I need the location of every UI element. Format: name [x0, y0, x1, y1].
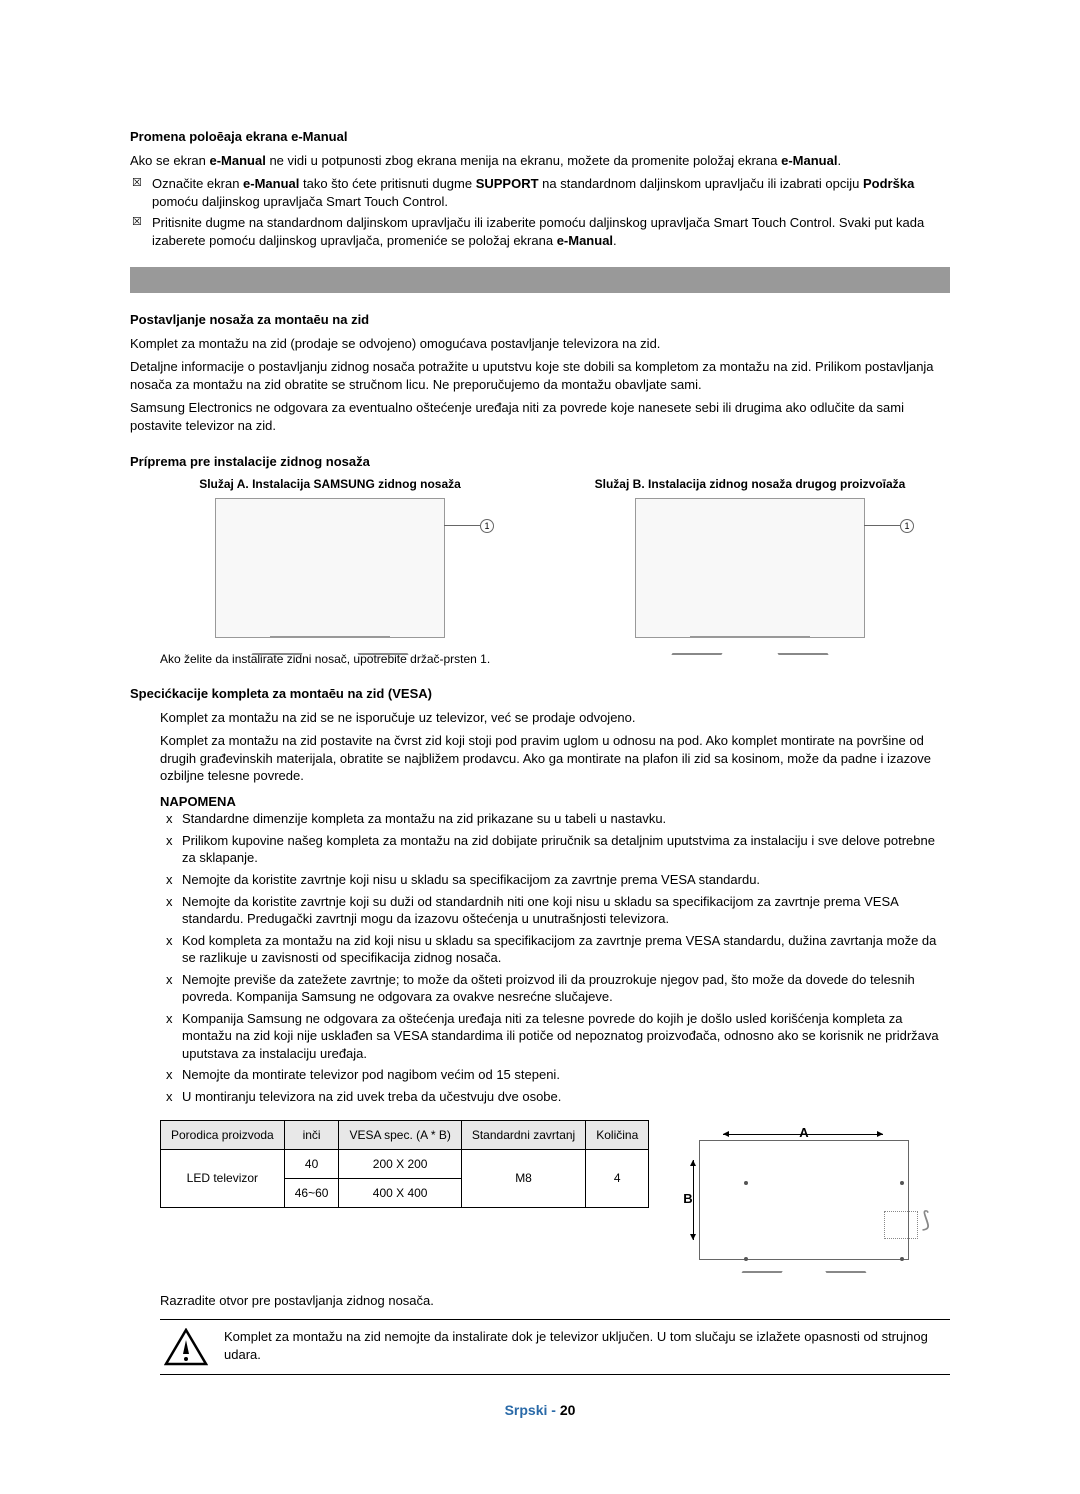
- table-row: LED televizor 40 200 X 200 M8 4: [161, 1149, 649, 1178]
- td: 46~60: [284, 1178, 339, 1207]
- th: Porodica proizvoda: [161, 1120, 285, 1149]
- t: e-Manual: [781, 153, 837, 168]
- sec2-p1: Komplet za montažu na zid (prodaje se od…: [130, 335, 950, 353]
- case-columns: Služaj A. Instalacija SAMSUNG zidnog nos…: [130, 476, 950, 643]
- vesa-diagram: A B ⟆: [679, 1120, 949, 1280]
- td: 40: [284, 1149, 339, 1178]
- screw-icon: ⟆: [922, 1205, 931, 1235]
- tv-diagram-a: 1: [215, 498, 445, 638]
- t: e-Manual: [210, 153, 266, 168]
- th: Standardni zavrtanj: [461, 1120, 585, 1149]
- th: inči: [284, 1120, 339, 1149]
- footer-page: 20: [560, 1402, 576, 1418]
- note-item: Standardne dimenzije kompleta za montažu…: [160, 810, 950, 828]
- case-b-label: Služaj B. Instalacija zidnog nosaža drug…: [550, 476, 950, 492]
- footer-sep: -: [547, 1402, 559, 1418]
- case-b-col: Služaj B. Instalacija zidnog nosaža drug…: [550, 476, 950, 643]
- note-item: Prilikom kupovine našeg kompleta za mont…: [160, 832, 950, 867]
- footer-lang: Srpski: [505, 1402, 548, 1418]
- section-divider-bar: [130, 267, 950, 293]
- note-item: Nemojte previše da zatežete zavrtnje; to…: [160, 971, 950, 1006]
- napomena-label: NAPOMENA: [160, 793, 950, 811]
- sec1-title: Promena poloēaja ekrana e-Manual: [130, 128, 950, 146]
- t: .: [613, 233, 617, 248]
- t: e-Manual: [243, 176, 299, 191]
- note-item: Kod kompleta za montažu na zid koji nisu…: [160, 932, 950, 967]
- t: tako što ćete pritisnuti dugme: [299, 176, 475, 191]
- sec2-p3: Samsung Electronics ne odgovara za event…: [130, 399, 950, 434]
- t: Ako se ekran: [130, 153, 210, 168]
- sec1-list: Označite ekran e-Manual tako što ćete pr…: [130, 175, 950, 249]
- td: 400 X 400: [339, 1178, 461, 1207]
- note-item: Kompanija Samsung ne odgovara za oštećen…: [160, 1010, 950, 1063]
- warning-text: Komplet za montažu na zid nemojte da ins…: [224, 1328, 946, 1363]
- sec1-p1: Ako se ekran e-Manual ne vidi u potpunos…: [130, 152, 950, 170]
- marker-a: 1: [480, 519, 494, 533]
- screw-callout-box: [884, 1211, 918, 1239]
- sec4-title: Specićkacije kompleta za montaēu na zid …: [130, 685, 950, 703]
- below-table-note: Razradite otvor pre postavljanja zidnog …: [160, 1292, 950, 1310]
- vesa-tv-outline: ⟆: [699, 1140, 909, 1260]
- th: VESA spec. (A * B): [339, 1120, 461, 1149]
- td-product: LED televizor: [161, 1149, 285, 1207]
- table-and-diagram: Porodica proizvoda inči VESA spec. (A * …: [160, 1110, 950, 1280]
- td-screw: M8: [461, 1149, 585, 1207]
- vesa-b-label: B: [683, 1190, 692, 1208]
- td-qty: 4: [586, 1149, 649, 1207]
- vesa-spec-table: Porodica proizvoda inči VESA spec. (A * …: [160, 1120, 649, 1209]
- sec4-p2: Komplet za montažu na zid postavite na č…: [160, 732, 950, 785]
- note-item: U montiranju televizora na zid uvek treb…: [160, 1088, 950, 1106]
- arrow-a: [723, 1134, 883, 1135]
- t: Označite ekran: [152, 176, 243, 191]
- sec1-b2: Pritisnite dugme na standardnom daljinsk…: [130, 214, 950, 249]
- t: pomoću daljinskog upravljača Smart Touch…: [152, 194, 448, 209]
- sec1-b1: Označite ekran e-Manual tako što ćete pr…: [130, 175, 950, 210]
- t: ne vidi u potpunosti zbog ekrana menija …: [266, 153, 781, 168]
- marker-b: 1: [900, 519, 914, 533]
- page-footer: Srpski - 20: [130, 1401, 950, 1420]
- note-item: Nemojte da koristite zavrtnje koji su du…: [160, 893, 950, 928]
- tv-diagram-b: 1: [635, 498, 865, 638]
- t: SUPPORT: [476, 176, 539, 191]
- case-a-col: Služaj A. Instalacija SAMSUNG zidnog nos…: [130, 476, 530, 643]
- t: e-Manual: [557, 233, 613, 248]
- t: Pritisnite dugme na standardnom daljinsk…: [152, 215, 924, 248]
- note-item: Nemojte da koristite zavrtnje koji nisu …: [160, 871, 950, 889]
- case-a-label: Služaj A. Instalacija SAMSUNG zidnog nos…: [130, 476, 530, 492]
- sec4-notes: Standardne dimenzije kompleta za montažu…: [160, 810, 950, 1105]
- sec3-title: Príprema pre instalacije zidnog nosaža: [130, 453, 950, 471]
- table-header-row: Porodica proizvoda inči VESA spec. (A * …: [161, 1120, 649, 1149]
- sec4-p1: Komplet za montažu na zid se ne isporuču…: [160, 709, 950, 727]
- sec2-p2: Detaljne informacije o postavljanju zidn…: [130, 358, 950, 393]
- vesa-a-label: A: [799, 1124, 808, 1142]
- td: 200 X 200: [339, 1149, 461, 1178]
- warning-icon: [164, 1328, 208, 1366]
- note-item: Nemojte da montirate televizor pod nagib…: [160, 1066, 950, 1084]
- sec2-title: Postavljanje nosaža za montaēu na zid: [130, 311, 950, 329]
- t: .: [837, 153, 841, 168]
- arrow-b: [693, 1160, 694, 1240]
- sec4-body: Komplet za montažu na zid se ne isporuču…: [160, 709, 950, 1375]
- t: na standardnom daljinskom upravljaču ili…: [539, 176, 863, 191]
- th: Količina: [586, 1120, 649, 1149]
- t: Podrška: [863, 176, 914, 191]
- warning-row: Komplet za montažu na zid nemojte da ins…: [160, 1319, 950, 1375]
